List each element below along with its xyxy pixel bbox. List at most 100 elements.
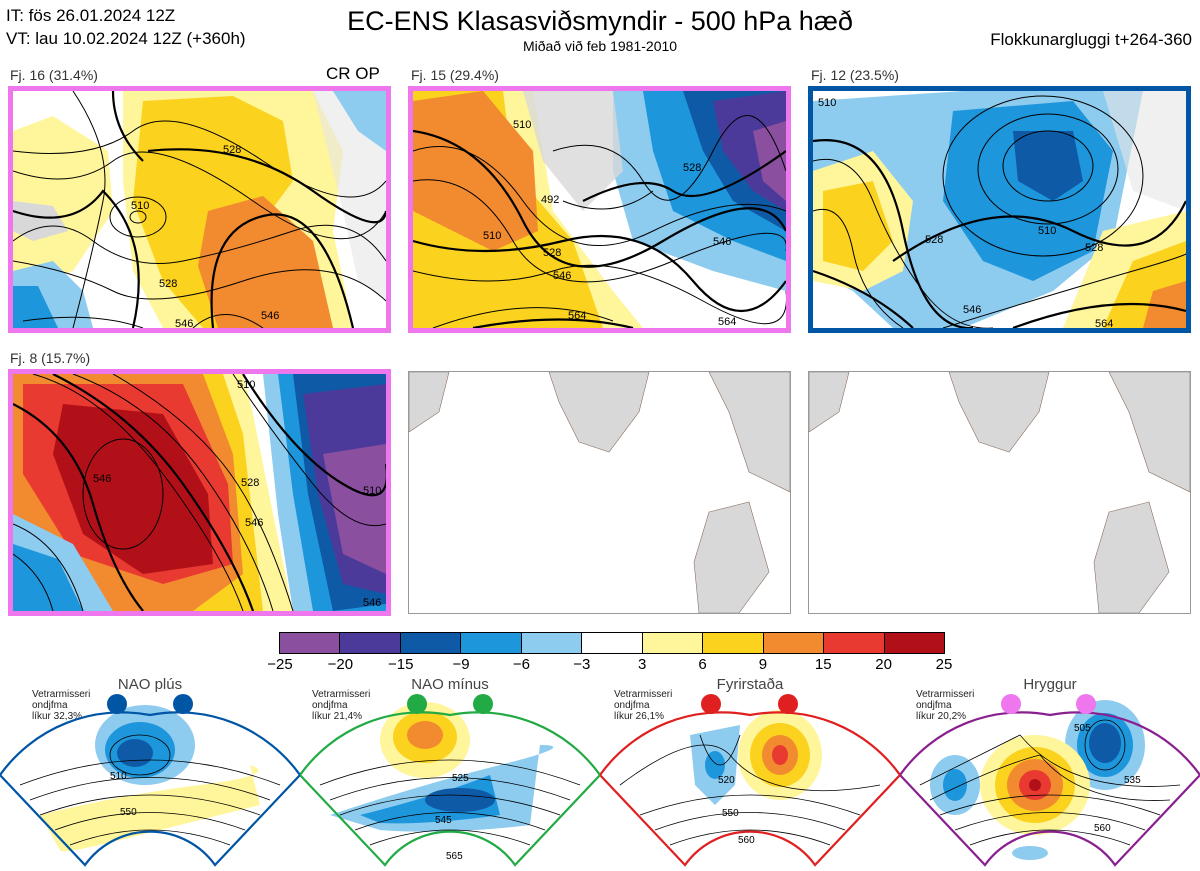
contours: [319, 759, 581, 846]
regime-map-svg: 525 545 565: [300, 694, 600, 867]
regime-title: Fyrirstaða: [716, 676, 784, 693]
contours: [619, 734, 881, 846]
anomaly-field: [323, 444, 386, 574]
contour-label: 510: [237, 379, 255, 391]
contour-label: 546: [245, 517, 263, 529]
contour-label: 510: [110, 771, 127, 782]
caption-line: ondjfma: [312, 700, 348, 711]
contour-label: 546: [963, 304, 981, 316]
init-time: IT: fös 26.01.2024 12Z: [6, 6, 176, 25]
cluster-map-3-svg: 510 510 528 528 546 564: [813, 91, 1186, 328]
contour-label: 528: [241, 477, 259, 489]
caption-line: líkur 32,3%: [32, 711, 83, 722]
colorbar-segment: [340, 633, 401, 653]
contour-label: 545: [435, 815, 452, 826]
regime-dot: [173, 694, 193, 714]
contour-label: 560: [738, 835, 755, 846]
empty-map-6-svg: [809, 372, 1190, 613]
land-grey: [313, 91, 386, 301]
regime-map-svg: 520 550 560: [600, 694, 900, 867]
clustering-window: Flokkunargluggi t+264-360: [990, 30, 1192, 49]
contour-label: 510: [483, 230, 501, 242]
british-isles-land: [693, 501, 770, 613]
caption-line: líkur 20,2%: [916, 711, 967, 722]
anomaly-negative: [117, 739, 153, 767]
regime-caption: Vetrarmisseri ondjfma líkur 21,4%: [312, 689, 370, 722]
colorbar-segment: [521, 633, 583, 653]
colorbar-tick-label: 20: [875, 656, 892, 673]
cluster-1-label: Fj. 16 (31.4%): [10, 67, 98, 83]
regime-nao-minus: Vetrarmisseri ondjfma líkur 21,4% NAO mí…: [300, 675, 600, 871]
scandinavia-land: [1108, 372, 1190, 493]
contour-label: 535: [1124, 775, 1141, 786]
contour-labels: 528 510 528 546 546: [131, 144, 279, 328]
contour-label: 528: [543, 247, 561, 259]
canada-land: [409, 372, 450, 433]
caption-line: Vetrarmisseri: [614, 689, 673, 700]
regime-caption: Vetrarmisseri ondjfma líkur 20,2%: [916, 689, 974, 722]
contour-label: 546: [553, 270, 571, 282]
cluster-2-label: Fj. 15 (29.4%): [411, 67, 499, 83]
contour-labels: 510 492 510 528 546 564 528 546 564: [483, 119, 736, 328]
regime-title: Hryggur: [1023, 676, 1077, 693]
colorbar-segment: [582, 633, 643, 653]
caption-line: Vetrarmisseri: [916, 689, 975, 700]
regime-border: [600, 711, 900, 867]
page-subtitle: Miðað við feb 1981-2010: [522, 38, 678, 54]
regime-ridge: Vetrarmisseri ondjfma líkur 20,2% Hryggu…: [900, 675, 1200, 871]
anomaly-field: [1143, 281, 1186, 328]
contour-label: 565: [446, 851, 463, 862]
colorbar-tick-label: 9: [758, 656, 768, 673]
empty-map-5: [408, 371, 791, 614]
greenland-land: [548, 372, 650, 453]
colorbar-segment: [400, 633, 462, 653]
contour-label: 560: [1094, 823, 1111, 834]
contour-label: 546: [93, 473, 111, 485]
contour-label: 492: [541, 194, 559, 206]
contour-label: 550: [722, 808, 739, 819]
contour-label: 546: [175, 318, 193, 328]
regime-map-svg: 505 535 560: [900, 694, 1200, 867]
caption-line: Vetrarmisseri: [312, 689, 371, 700]
greenland-land: [948, 372, 1050, 453]
regime-dot: [701, 694, 721, 714]
contour-label: 528: [925, 234, 943, 246]
regime-nao-plus: Vetrarmisseri ondjfma líkur 32,3% NAO pl…: [0, 675, 300, 871]
contours-bold: [13, 91, 386, 328]
caption-line: líkur 21,4%: [312, 711, 363, 722]
colorbar-segment: [763, 633, 825, 653]
regime-dot: [407, 694, 427, 714]
anomaly-field: [53, 404, 213, 574]
contour-label: 564: [718, 316, 736, 328]
regime-dot: [1076, 694, 1096, 714]
colorbar-tick-label: 15: [814, 656, 832, 673]
contours: [813, 95, 1186, 328]
colorbar-tick-label: −20: [327, 656, 354, 673]
page-title: EC-ENS Klasasviðsmyndir - 500 hPa hæð: [347, 6, 853, 36]
contour-label: 510: [131, 200, 149, 212]
anomaly-negative: [425, 788, 495, 812]
contour-label: 525: [452, 773, 469, 784]
contours-bold: [813, 139, 1186, 328]
cluster-map-2: 510 492 510 528 546 564 528 546 564: [408, 86, 791, 333]
colorbar-segment: [461, 633, 522, 653]
cluster-1-tag: CR OP: [326, 64, 380, 83]
cluster-map-4-svg: 510 546 528 546 510 546: [13, 374, 386, 611]
regime-title: NAO mínus: [411, 676, 489, 693]
header-info: IT: fös 26.01.2024 12Z VT: lau 10.02.202…: [6, 4, 246, 50]
regime-dot: [1001, 694, 1021, 714]
contour-label: 510: [363, 485, 381, 497]
land-grey: [13, 201, 68, 241]
contour-label: 550: [120, 807, 137, 818]
colorbar-segment: [824, 633, 885, 653]
cluster-map-4: 510 546 528 546 510 546: [8, 369, 391, 616]
anomaly-negative: [1012, 846, 1048, 860]
colorbar-segment: [884, 633, 944, 653]
anomaly-positive: [1029, 779, 1041, 791]
regime-dot: [107, 694, 127, 714]
cluster-map-1: 528 510 528 546 546: [8, 86, 391, 333]
contour-label: 546: [363, 597, 381, 609]
contour-label: 564: [568, 310, 586, 322]
regime-title: NAO plús: [117, 676, 183, 693]
canada-land: [809, 372, 850, 433]
